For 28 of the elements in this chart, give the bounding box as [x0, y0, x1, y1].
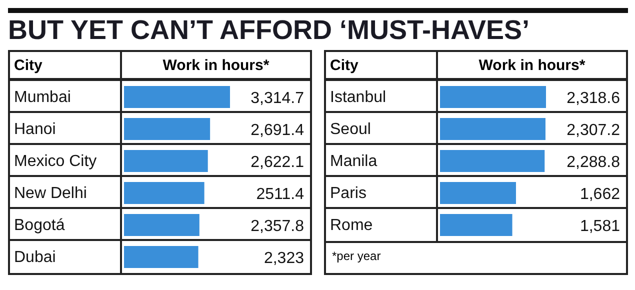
y-tick-label: Paris — [330, 185, 366, 202]
y-tick-label: Dubai — [14, 249, 56, 266]
data-label: 3,314.7 — [250, 90, 304, 107]
y-tick-label: Mumbai — [14, 89, 71, 106]
data-label: 2,318.6 — [566, 90, 620, 107]
data-label: 2,307.2 — [566, 122, 620, 139]
data-label: 2,323 — [264, 250, 304, 267]
data-label: 2,691.4 — [250, 122, 304, 139]
data-label: 2,288.8 — [566, 154, 620, 171]
chart-title: BUT YET CAN’T AFFORD ‘MUST-HAVES’ — [8, 8, 628, 46]
y-tick-label: Manila — [330, 153, 378, 170]
y-tick-label: Rome — [330, 217, 373, 234]
y-tick-label: New Delhi — [14, 185, 87, 202]
y-tick-label: Mexico City — [14, 153, 97, 170]
data-label: 2,622.1 — [250, 154, 304, 171]
y-tick-label: Hanoi — [14, 121, 56, 138]
y-axis-title: City — [326, 52, 438, 78]
data-label: 1,662 — [580, 186, 620, 203]
y-axis-title: City — [10, 52, 122, 78]
x-axis-title: Work in hours* — [478, 56, 586, 74]
y-tick-label: Seoul — [330, 121, 371, 138]
text: *per year — [326, 241, 626, 273]
data-label: 2511.4 — [256, 186, 304, 203]
y-tick-label: Istanbul — [330, 89, 386, 106]
data-label: 2,357.8 — [250, 218, 304, 235]
x-axis-title: Work in hours* — [162, 56, 270, 74]
y-tick-label: Bogotá — [14, 217, 65, 234]
data-label: 1,581 — [580, 218, 620, 235]
